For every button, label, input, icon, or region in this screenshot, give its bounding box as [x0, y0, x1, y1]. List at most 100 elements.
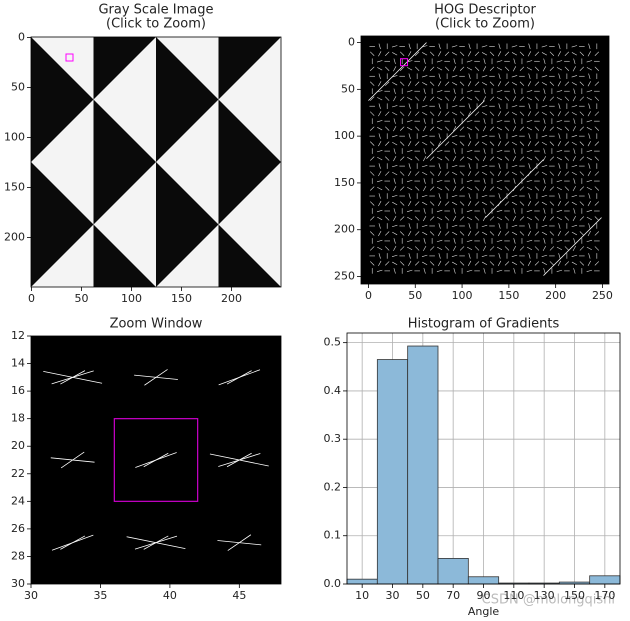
hog-stroke — [436, 209, 443, 213]
hog-stroke — [542, 96, 547, 102]
hog-stroke — [459, 111, 465, 116]
hog-stroke — [385, 201, 390, 206]
hog-stroke — [587, 81, 591, 87]
hog-stroke — [438, 81, 442, 87]
hog-stroke — [437, 246, 443, 251]
hog-stroke — [587, 260, 591, 267]
hog-stroke — [549, 186, 555, 191]
hog-stroke — [541, 254, 548, 258]
hog-stroke — [489, 156, 495, 161]
hog-stroke — [513, 118, 516, 124]
hog-stroke — [444, 111, 450, 116]
hog-stroke — [588, 133, 591, 139]
hog-stroke — [459, 81, 465, 86]
hog-stroke — [496, 60, 503, 63]
hog-stroke — [385, 171, 390, 176]
hog-stroke — [378, 133, 381, 139]
hog-stroke — [534, 126, 540, 131]
hog-stroke — [526, 239, 533, 243]
hog-stroke — [497, 81, 502, 87]
y-tick-label: 22 — [11, 467, 25, 480]
hog-stroke — [496, 97, 503, 101]
hog-stroke — [572, 66, 576, 72]
hog-stroke — [587, 230, 591, 237]
x-tick-label: 100 — [121, 292, 142, 305]
hog-stroke — [504, 96, 510, 101]
zoom-glyph — [51, 534, 94, 551]
hog-stroke — [407, 246, 413, 251]
hog-stroke — [474, 141, 480, 146]
hog-stroke — [429, 126, 435, 131]
hog-stroke — [496, 179, 503, 183]
hog-stroke — [414, 186, 420, 191]
hog-stroke — [557, 170, 562, 177]
hog-stroke — [511, 194, 518, 198]
hog-stroke — [438, 223, 441, 229]
hog-stroke — [399, 186, 405, 191]
hog-stroke — [467, 200, 472, 207]
hog-stroke — [407, 127, 413, 131]
hog-stroke — [496, 67, 503, 71]
hog-stroke — [378, 43, 381, 50]
hog-stroke — [556, 67, 563, 71]
hog-stroke — [579, 96, 585, 101]
hog-stroke — [541, 142, 548, 146]
hog-stroke — [378, 223, 381, 229]
hog-stroke — [549, 201, 555, 206]
hog-stroke — [376, 60, 383, 63]
hog-stroke — [511, 75, 518, 78]
hog-stroke — [385, 111, 390, 116]
hog-stroke — [438, 141, 442, 147]
hog-stroke — [558, 133, 561, 139]
y-tick-label: 18 — [11, 412, 25, 425]
hog-stroke — [549, 126, 555, 131]
hog-stroke — [526, 127, 533, 131]
hog-stroke — [541, 231, 548, 236]
hog-stroke — [497, 111, 502, 117]
bar — [589, 575, 621, 585]
hog-stroke — [519, 201, 525, 206]
hog-stroke — [438, 111, 442, 117]
hog-stroke — [408, 73, 411, 80]
hog-stroke — [573, 118, 576, 124]
hog-stroke — [407, 97, 413, 101]
hog-stroke — [392, 201, 398, 206]
hog-stroke — [558, 163, 561, 169]
hog-stroke — [512, 126, 517, 132]
x-tick-label: 50 — [416, 589, 430, 602]
hog-stroke — [556, 209, 563, 213]
hog-stroke — [579, 171, 585, 176]
hog-stroke — [542, 155, 547, 162]
hog-stroke — [588, 73, 591, 80]
hog-stroke — [459, 141, 465, 146]
y-tick-label: 150 — [334, 176, 355, 189]
hog-stroke — [571, 261, 577, 266]
bar — [346, 578, 378, 585]
hog-stroke — [496, 216, 503, 221]
hog-stroke — [504, 156, 510, 161]
hog-stroke — [512, 245, 517, 252]
hog-stroke — [376, 209, 383, 213]
hog-stroke — [474, 156, 480, 161]
hog-stroke — [564, 246, 570, 251]
hog-stroke — [444, 231, 450, 236]
hog-stroke — [571, 194, 578, 198]
hog-stroke — [526, 209, 533, 213]
hog-stroke — [489, 186, 495, 191]
hog-stroke — [558, 43, 561, 50]
hog-stroke — [481, 165, 488, 168]
chart-title: Zoom Window — [110, 317, 203, 332]
image-triangle — [156, 37, 219, 100]
hog-stroke — [481, 231, 488, 236]
hog-stroke — [436, 269, 443, 272]
hog-stroke — [586, 179, 593, 183]
hog-stroke — [504, 51, 510, 56]
bar — [376, 359, 409, 585]
hog-stroke — [453, 118, 456, 124]
hog-stroke — [498, 193, 501, 199]
hog-stroke — [451, 142, 458, 146]
hog-stroke — [437, 97, 443, 101]
hog-stroke — [482, 155, 487, 162]
hog-stroke — [481, 52, 488, 56]
hog-stroke — [451, 231, 458, 236]
